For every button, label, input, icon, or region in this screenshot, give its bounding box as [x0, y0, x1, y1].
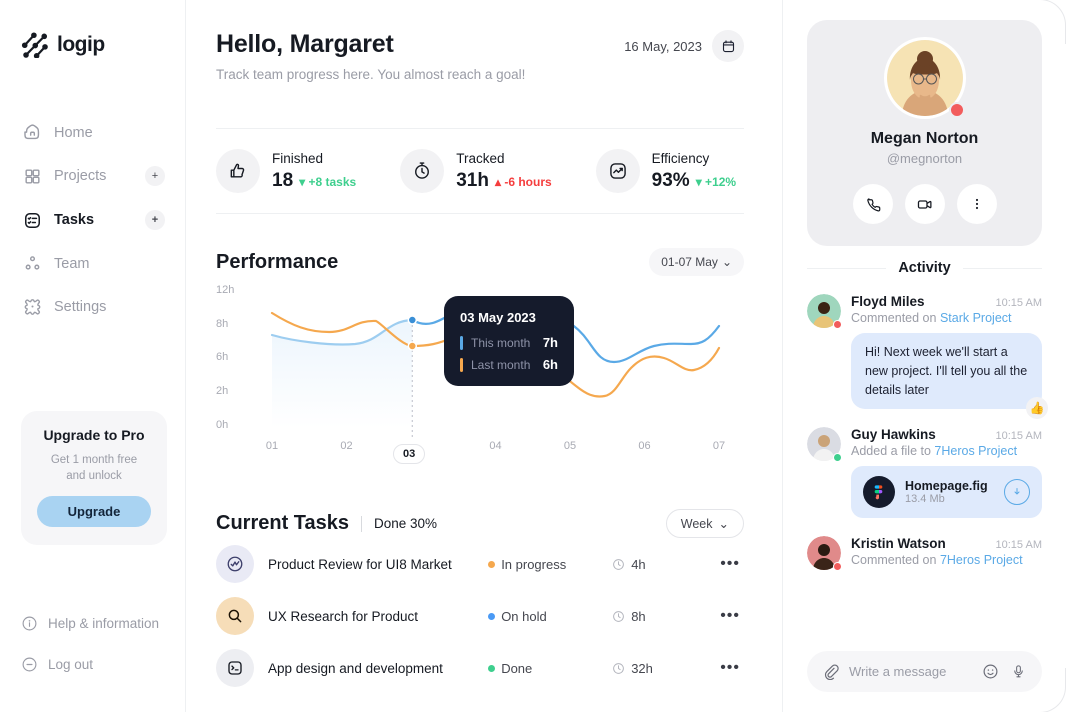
svg-text:05: 05	[564, 440, 576, 452]
svg-text:6h: 6h	[216, 351, 228, 363]
svg-text:8h: 8h	[216, 318, 228, 330]
svg-text:07: 07	[713, 440, 725, 452]
svg-text:02: 02	[340, 440, 352, 452]
svg-text:01: 01	[266, 440, 278, 452]
svg-text:2h: 2h	[216, 385, 228, 397]
svg-text:0h: 0h	[216, 419, 228, 431]
svg-text:04: 04	[489, 440, 501, 452]
svg-text:06: 06	[638, 440, 650, 452]
svg-text:12h: 12h	[216, 284, 234, 296]
